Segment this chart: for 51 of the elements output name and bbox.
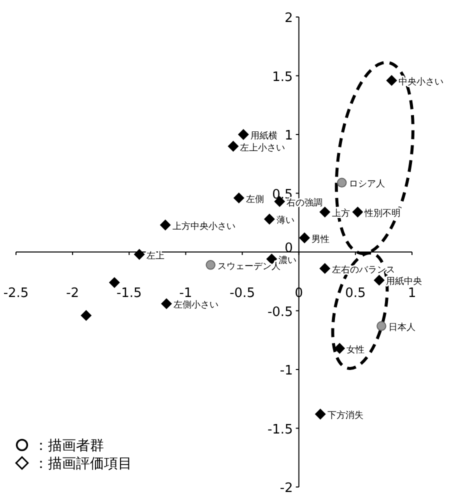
legend-label: ：描画者群 bbox=[34, 438, 104, 454]
x-tick-label: -0.5 bbox=[230, 286, 255, 301]
y-tick-label: 1 bbox=[284, 128, 293, 144]
legend-label: ：描画評価項目 bbox=[34, 456, 132, 472]
point bbox=[80, 310, 92, 321]
annotation: 男性 bbox=[312, 234, 330, 245]
y-tick-label: -0.5 bbox=[267, 304, 293, 320]
point bbox=[160, 220, 171, 230]
point bbox=[374, 274, 385, 286]
point bbox=[319, 262, 330, 274]
y-tick-label: -2 bbox=[280, 481, 293, 494]
point bbox=[238, 129, 249, 140]
point bbox=[299, 232, 310, 244]
point bbox=[161, 298, 172, 310]
point bbox=[108, 277, 120, 288]
point bbox=[386, 74, 398, 86]
point bbox=[352, 206, 364, 218]
x-tick-label: -2 bbox=[66, 286, 80, 301]
annotation: 濃い bbox=[278, 255, 297, 266]
annotation: 女性 bbox=[346, 344, 365, 356]
y-tick-label: 1.5 bbox=[272, 70, 293, 85]
x-tick-label: -1.5 bbox=[116, 286, 142, 301]
point bbox=[264, 214, 275, 225]
point bbox=[233, 192, 244, 204]
point bbox=[134, 248, 145, 260]
annotation: 左上小さい bbox=[240, 142, 286, 154]
point bbox=[336, 178, 347, 188]
annotation: 下方消失 bbox=[327, 410, 364, 422]
annotation: 左側 bbox=[246, 194, 264, 205]
point bbox=[334, 342, 346, 354]
point bbox=[314, 408, 326, 420]
annotation: 用紙横 bbox=[250, 130, 278, 142]
annotation: ロシア人 bbox=[348, 178, 385, 190]
y-tick-label: -1 bbox=[280, 364, 293, 378]
annotation: 上方中央小さい bbox=[172, 220, 236, 232]
x-tick-label: -2.5 bbox=[3, 286, 29, 301]
y-tick-label: 2 bbox=[284, 11, 293, 26]
annotation: 左側小さい bbox=[173, 300, 218, 311]
annotation: スウェーデン人 bbox=[218, 260, 281, 272]
y-tick-label: -1.5 bbox=[267, 422, 293, 438]
annotation: 薄い bbox=[276, 215, 294, 226]
point bbox=[206, 260, 216, 270]
point bbox=[319, 206, 330, 218]
annotation: 左上 bbox=[146, 250, 164, 262]
x-tick-label: 0.5 bbox=[345, 286, 366, 301]
point bbox=[376, 321, 386, 331]
annotation: 日本人 bbox=[388, 322, 416, 334]
point bbox=[228, 140, 239, 152]
x-tick-label: -1 bbox=[179, 286, 192, 301]
annotation: 用紙中央 bbox=[386, 276, 422, 288]
x-tick-label: 1 bbox=[408, 286, 416, 301]
